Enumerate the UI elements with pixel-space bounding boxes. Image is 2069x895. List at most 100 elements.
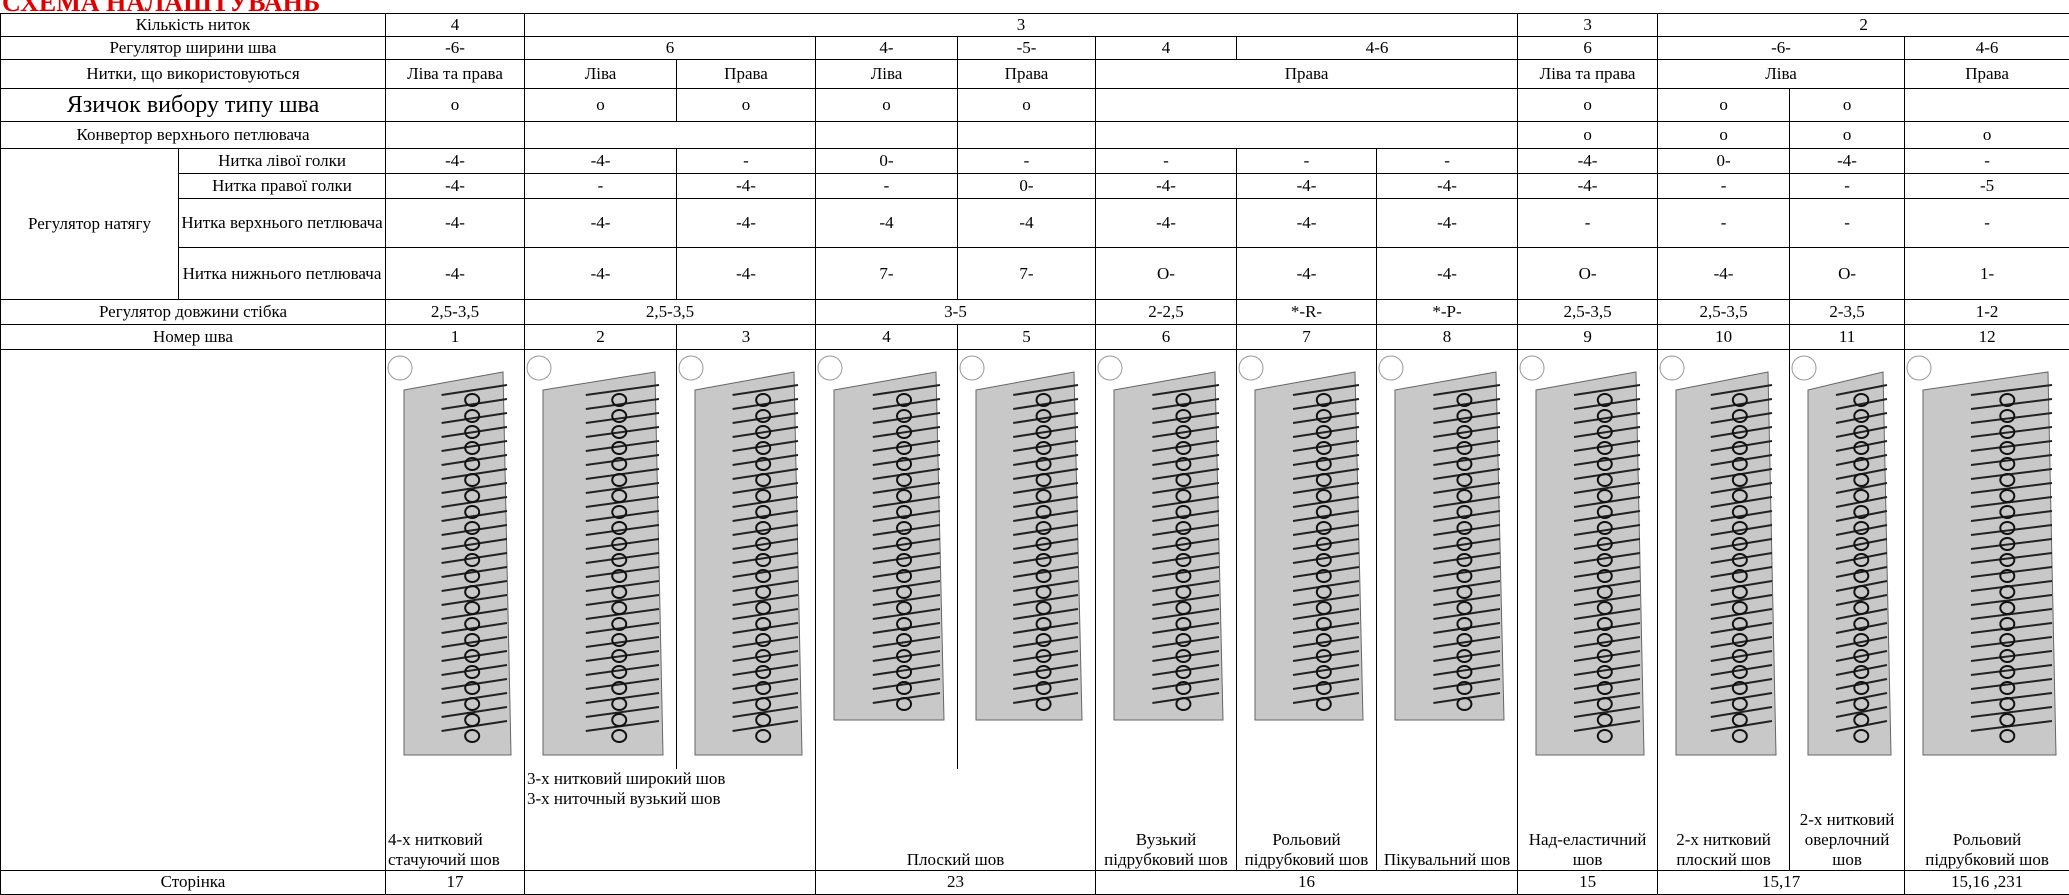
- stitch-image: [1518, 350, 1658, 764]
- cell: Над-еластичний шов: [1518, 769, 1658, 870]
- cell: 3: [525, 14, 1518, 37]
- cell: o: [1790, 122, 1905, 149]
- cell: 4-6: [1237, 37, 1518, 60]
- cell: Ліва та права: [1518, 60, 1658, 89]
- stitch-image: [958, 350, 1096, 764]
- cell: 16: [1096, 870, 1518, 894]
- stitch-drawing: [818, 356, 842, 380]
- cell: -4-: [1518, 149, 1658, 174]
- cell: [525, 870, 816, 894]
- cell: 3-5: [816, 300, 1096, 325]
- cell: 2: [1658, 14, 2069, 37]
- cell: -: [1658, 199, 1790, 248]
- stitch-image: [1905, 350, 2069, 764]
- cell: 3-х нитковий широкий шов 3-х ниточный ву…: [525, 769, 816, 870]
- image-cell: [1905, 350, 2069, 770]
- cell: Права: [958, 60, 1096, 89]
- cell: -: [525, 174, 677, 199]
- cell: -: [1518, 199, 1658, 248]
- image-cell: [958, 350, 1096, 770]
- cell: [1, 769, 386, 870]
- stitch-drawing: [1379, 356, 1403, 380]
- cell: 12: [1905, 325, 2069, 350]
- cell: [1096, 89, 1518, 122]
- cell: Ліва: [816, 60, 958, 89]
- cell: -4-: [1790, 149, 1905, 174]
- cell: 6: [1096, 325, 1237, 350]
- cell: 2-х нитковий оверлочний шов: [1790, 769, 1905, 870]
- image-cell: [1518, 350, 1658, 770]
- cell: -: [1790, 199, 1905, 248]
- stitch-drawing: [1792, 356, 1816, 380]
- table-row: Нитка верхнього петлювача-4--4--4--4-4-4…: [1, 199, 2069, 248]
- image-cell: [1658, 350, 1790, 770]
- cell: Ліва та права: [386, 60, 525, 89]
- cell: o: [1518, 122, 1658, 149]
- stitch-drawing: [1520, 356, 1544, 380]
- cell: 2,5-3,5: [1658, 300, 1790, 325]
- cell: 4-: [816, 37, 958, 60]
- cell: -4: [958, 199, 1096, 248]
- stitch-drawing: [388, 356, 412, 380]
- cell: -: [1658, 174, 1790, 199]
- cell: Язичок вибору типу шва: [1, 89, 386, 122]
- stitch-image: [1658, 350, 1790, 764]
- cell: 0-: [816, 149, 958, 174]
- cell: 6: [1518, 37, 1658, 60]
- cell: -4-: [1377, 248, 1518, 300]
- cell: Права: [677, 60, 816, 89]
- cell: 1-: [1905, 248, 2069, 300]
- cell: [1096, 122, 1518, 149]
- cell: [525, 122, 816, 149]
- cell: 4: [1096, 37, 1237, 60]
- cell: 23: [816, 870, 1096, 894]
- stitch-image: [677, 350, 816, 764]
- cell: 2,5-3,5: [1518, 300, 1658, 325]
- stitch-drawing: [679, 356, 703, 380]
- cell: o: [677, 89, 816, 122]
- cell: -: [816, 174, 958, 199]
- cell: 0-: [958, 174, 1096, 199]
- cell: Рольовий підрубковий шов: [1237, 769, 1377, 870]
- cell: -4-: [386, 248, 525, 300]
- cell: 7-: [958, 248, 1096, 300]
- table-row: Нитка нижнього петлювача-4--4--4-7-7-O--…: [1, 248, 2069, 300]
- cell: [386, 122, 525, 149]
- stitch-image: [1237, 350, 1377, 764]
- image-cell: [1237, 350, 1377, 770]
- cell: O-: [1518, 248, 1658, 300]
- cell: Ліва: [525, 60, 677, 89]
- cell: -: [1905, 199, 2069, 248]
- cell: -: [1377, 149, 1518, 174]
- cell: 2: [525, 325, 677, 350]
- cell: 15,17: [1658, 870, 1905, 894]
- cell: 5: [958, 325, 1096, 350]
- cell: 2-х нитковий плоский шов: [1658, 769, 1790, 870]
- cell: -5: [1905, 174, 2069, 199]
- cell: -4-: [677, 174, 816, 199]
- stitch-drawing: [960, 356, 984, 380]
- cell: -: [1790, 174, 1905, 199]
- cell: 17: [386, 870, 525, 894]
- cell: 8: [1377, 325, 1518, 350]
- stitch-image: [525, 350, 677, 764]
- cell: -4-: [677, 248, 816, 300]
- cell: 4: [386, 14, 525, 37]
- cell: -4-: [525, 199, 677, 248]
- cell: -5-: [958, 37, 1096, 60]
- cell: -4-: [1377, 174, 1518, 199]
- cell: -4-: [386, 199, 525, 248]
- cell: 7: [1237, 325, 1377, 350]
- cell: Конвертор верхнього петлювача: [1, 122, 386, 149]
- cell: -: [1096, 149, 1237, 174]
- cell: Нитка правої голки: [179, 174, 386, 199]
- stitch-image: [386, 350, 525, 764]
- stitch-drawing: [1239, 356, 1263, 380]
